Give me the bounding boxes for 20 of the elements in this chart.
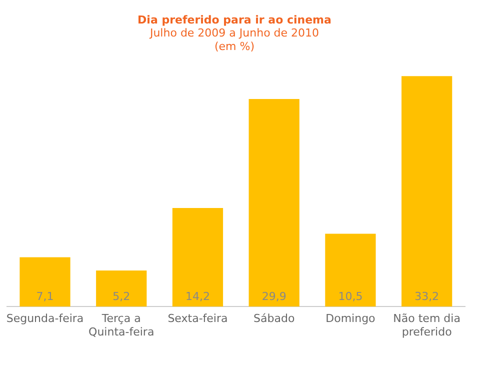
data-label: 7,1 <box>36 290 54 303</box>
x-tick-label: Sexta-feira <box>168 312 228 326</box>
chart-subtitle: Julho de 2009 a Junho de 2010 (em %) <box>148 26 320 53</box>
data-label: 14,2 <box>185 290 210 303</box>
bar <box>402 76 452 307</box>
data-label: 33,2 <box>414 290 440 303</box>
data-label: 29,9 <box>262 290 286 303</box>
x-tick-label: Não tem dia preferido <box>393 312 460 338</box>
bar <box>20 257 70 307</box>
bar <box>325 234 376 307</box>
bar <box>248 99 300 307</box>
x-tick-label: Sábado <box>254 312 295 326</box>
x-tick-label: Domingo <box>326 312 376 326</box>
bar <box>172 208 224 307</box>
chart-title: Dia preferido para ir ao cinema <box>138 13 332 26</box>
data-label: 5,2 <box>112 290 130 303</box>
data-label: 10,5 <box>338 290 363 303</box>
x-tick-label: Segunda-feira <box>6 312 84 326</box>
bar <box>96 270 147 307</box>
x-tick-label: Terça a Quinta-feira <box>88 312 154 338</box>
